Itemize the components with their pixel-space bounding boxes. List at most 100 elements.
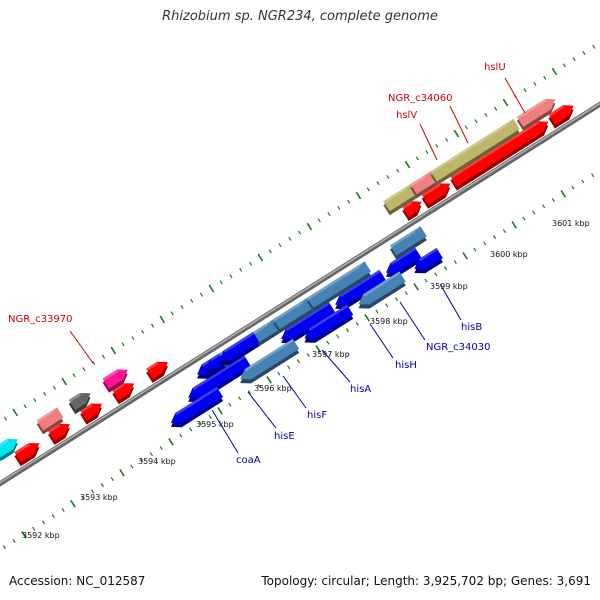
gene-label-reverse: NGR_c34030 [426, 342, 491, 353]
tick-mark-upper [131, 336, 135, 341]
tick-mark-lower [413, 282, 419, 291]
tick-mark-lower [70, 499, 76, 508]
tick-mark-upper [317, 218, 321, 223]
tick-mark-upper [562, 63, 566, 68]
tick-mark-lower [492, 235, 497, 240]
reverse-cds-row3-3 [358, 271, 406, 309]
tick-mark-lower [139, 458, 144, 463]
tick-mark-lower [522, 216, 526, 221]
tick-mark-upper [494, 106, 498, 111]
tick-mark-upper [347, 199, 351, 204]
gene-label-reverse: hisE [274, 431, 295, 442]
kbp-tick-label: 3594 kbp [138, 457, 176, 466]
tick-mark-upper [219, 280, 223, 285]
gene-label-reverse: hisH [395, 360, 417, 371]
reverse-cds-row3-3-shine [363, 271, 401, 297]
tick-mark-upper [159, 315, 166, 324]
reverse-cds-outer-3-shine [307, 261, 365, 300]
forward-cds-NGR_c34060-body [410, 171, 437, 195]
forward-cds-5-shine [402, 201, 413, 209]
forward-cds-2 [80, 403, 102, 425]
tick-mark-lower [385, 303, 389, 308]
forward-cds-hslU-shine [430, 118, 514, 174]
reverse-cds-inner-3 [386, 247, 422, 277]
tick-mark-lower [90, 489, 95, 494]
reverse-cds-outer-4-body [390, 226, 427, 256]
tick-mark-upper [199, 292, 204, 297]
tick-mark-lower [179, 433, 183, 438]
forward-cds-6 [421, 183, 451, 209]
reverse-cds-inner-2-shine [339, 269, 381, 298]
reverse-cds-outer-2 [273, 297, 314, 334]
tick-mark-lower [306, 352, 310, 358]
leader-line-reverse [399, 301, 426, 341]
reverse-cds-row3-1 [240, 338, 300, 384]
kbp-tick-label: 3597 kbp [312, 350, 350, 359]
tick-mark-lower [532, 210, 536, 215]
kbp-tick-label: 3600 kbp [490, 250, 528, 259]
forward-cds-6-shine [421, 183, 441, 197]
gene-label-forward: NGR_c34060 [388, 93, 453, 104]
tick-mark-lower [2, 545, 6, 550]
tick-mark-lower [345, 328, 350, 333]
forward-cds-extra-shine [516, 99, 546, 119]
tick-mark-lower [443, 266, 448, 271]
tick-mark-upper [551, 67, 558, 76]
leader-line-reverse [282, 375, 307, 409]
reverse-cds-row3-2-body [304, 304, 354, 339]
tick-mark-upper [523, 88, 527, 93]
leader-line-reverse [369, 323, 394, 359]
tick-mark-lower [375, 309, 379, 314]
leader-line-reverse [211, 409, 239, 454]
forward-cds-NGR_c34060-shine [410, 171, 431, 187]
forward-cds-1 [48, 423, 70, 445]
reverse-cds-row3-1-shine [244, 338, 295, 372]
reverse-cds-inner-0-shine [192, 355, 246, 391]
tick-mark-upper [170, 311, 174, 316]
forward-cds-pink-shine [102, 369, 119, 381]
forward-cds-7-body [450, 121, 549, 187]
reverse-cds-row3-4 [414, 247, 443, 274]
forward-cds-salmon-body [36, 407, 64, 431]
tick-mark-upper [297, 230, 302, 235]
tick-mark-upper [366, 187, 370, 192]
tick-mark-upper [306, 222, 313, 231]
tick-mark-lower [149, 452, 154, 457]
reverse-cds-row3-4-shine [418, 247, 438, 262]
reverse-cds-row3-1-body [240, 338, 300, 380]
tick-mark-lower [61, 507, 65, 513]
tick-mark-lower [159, 445, 163, 451]
backbone-highlight [0, 102, 600, 484]
tick-mark-lower [326, 340, 330, 345]
tick-mark-upper [229, 274, 233, 279]
tick-mark-lower [208, 414, 212, 420]
tick-mark-upper [150, 323, 155, 328]
forward-cds-hslV-shine [383, 184, 411, 204]
reverse-cds-hisH [219, 332, 260, 365]
tick-mark-upper [435, 143, 439, 148]
forward-cds-5 [402, 201, 422, 221]
reverse-cds-inner-3-shine [390, 247, 417, 265]
leader-line-forward [504, 77, 526, 114]
tick-mark-upper [386, 174, 390, 179]
reverse-cds-inner-2-body [335, 269, 386, 306]
forward-cds-extra [516, 99, 556, 131]
gene-label-reverse: coaA [236, 455, 261, 466]
tick-mark-lower [21, 530, 27, 539]
tick-mark-lower [41, 520, 46, 525]
forward-cds-8-body [548, 105, 574, 125]
tick-mark-lower [591, 173, 595, 178]
tick-mark-upper [43, 391, 47, 396]
gene-label-forward: hslU [484, 62, 506, 73]
tick-mark-lower [100, 483, 104, 488]
kbp-tick-label: 3601 kbp [552, 219, 590, 228]
forward-cds-hslV [383, 184, 417, 216]
tick-mark-upper [121, 342, 125, 347]
forward-cds-7 [450, 121, 549, 191]
tick-mark-upper [445, 137, 449, 142]
tick-mark-lower [434, 272, 438, 277]
tick-mark-upper [464, 125, 468, 130]
tick-mark-upper [52, 385, 57, 390]
kbp-tick-label: 3598 kbp [370, 317, 408, 326]
accession-text: Accession: NC_012587 [9, 574, 146, 588]
